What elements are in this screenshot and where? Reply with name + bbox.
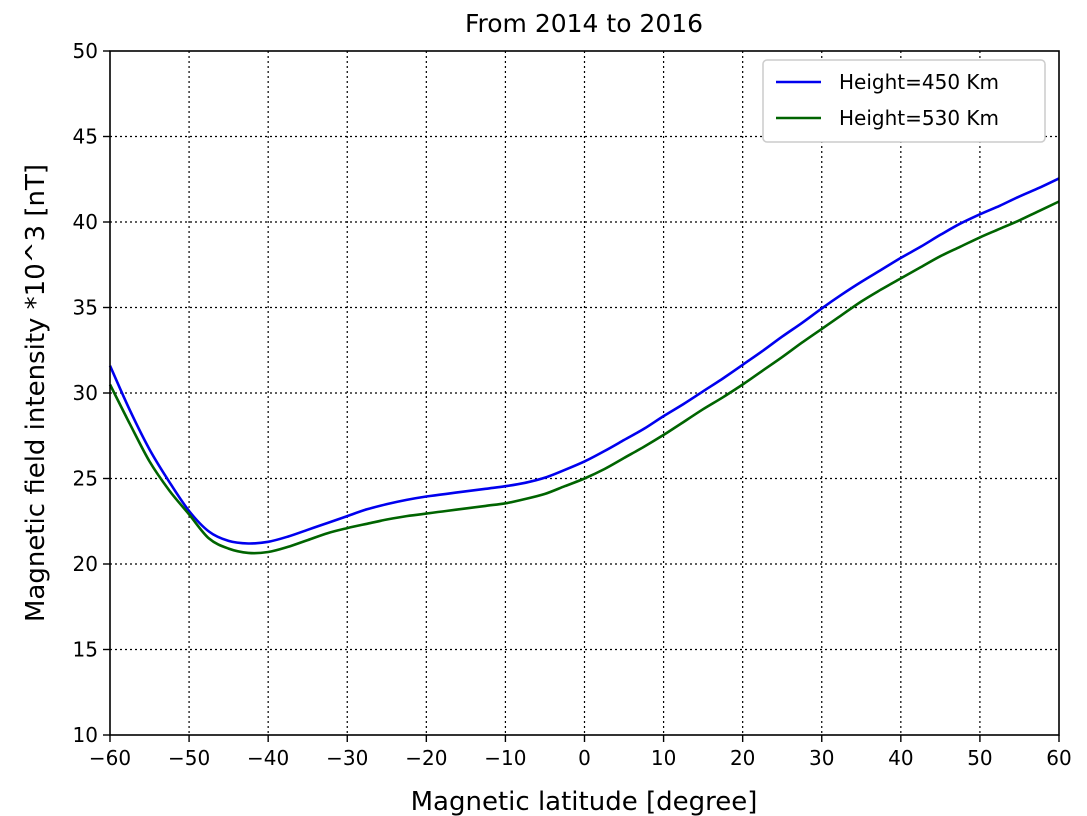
series-line-1 — [108, 177, 1060, 545]
x-tick-label: 30 — [809, 746, 834, 770]
y-tick-label: 50 — [73, 39, 98, 63]
x-tick-label: −30 — [326, 746, 368, 770]
x-axis-label: Magnetic latitude [degree] — [411, 787, 758, 816]
legend: Height=450 Km Height=530 Km — [762, 59, 1046, 143]
x-tick-label: −60 — [89, 746, 131, 770]
y-ticks: 10 15 20 25 30 35 40 45 50 — [73, 39, 110, 747]
y-tick-label: 20 — [73, 552, 98, 576]
x-tick-label: −20 — [405, 746, 447, 770]
x-tick-label: 10 — [651, 746, 676, 770]
legend-label: Height=530 Km — [839, 106, 999, 130]
x-tick-label: −50 — [168, 746, 210, 770]
legend-label: Height=450 Km — [839, 70, 999, 94]
y-tick-label: 35 — [73, 296, 98, 320]
x-tick-label: 60 — [1046, 746, 1071, 770]
x-ticks: −60 −50 −40 −30 −20 −10 0 10 20 30 40 50 60 — [89, 735, 1072, 770]
x-tick-label: 40 — [888, 746, 913, 770]
x-tick-label: −10 — [484, 746, 526, 770]
x-tick-label: 50 — [967, 746, 992, 770]
series-lines — [108, 177, 1060, 555]
y-axis-label: Magnetic field intensity *10^3 [nT] — [21, 164, 51, 622]
grid-lines — [110, 51, 1059, 735]
series-line-2 — [108, 200, 1060, 555]
y-tick-label: 10 — [73, 723, 98, 747]
y-tick-label: 30 — [73, 381, 98, 405]
chart-title: From 2014 to 2016 — [465, 9, 703, 38]
y-tick-label: 25 — [73, 467, 98, 491]
x-tick-label: 20 — [730, 746, 755, 770]
x-tick-label: 0 — [578, 746, 591, 770]
y-tick-label: 40 — [73, 210, 98, 234]
y-tick-label: 15 — [73, 638, 98, 662]
y-tick-label: 45 — [73, 125, 98, 149]
x-tick-label: −40 — [247, 746, 289, 770]
legend-box — [762, 59, 1046, 143]
